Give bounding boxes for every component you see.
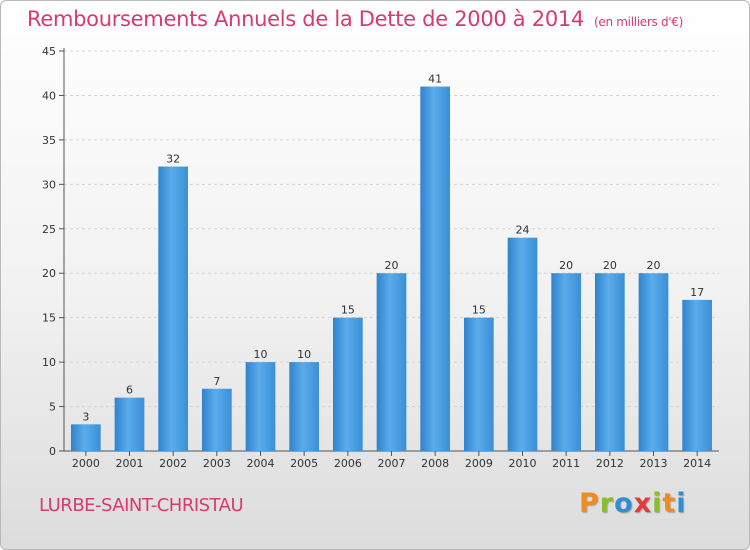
logo-letter: i	[676, 488, 687, 519]
data-label: 41	[428, 73, 442, 86]
x-tick-label: 2014	[683, 457, 711, 470]
bar	[682, 299, 713, 451]
data-label: 7	[213, 375, 220, 388]
data-label: 24	[516, 224, 530, 237]
data-labels: 3 6 32 7 10 10 15 20 41 15 24 20 20 20 17	[82, 73, 704, 424]
bar	[158, 166, 189, 452]
y-tick-label: 35	[42, 134, 56, 147]
x-tick-label: 2007	[378, 457, 406, 470]
chart-title: Remboursements Annuels de la Dette de 20…	[27, 7, 683, 31]
chart-title-text: Remboursements Annuels de la Dette de 20…	[27, 7, 584, 31]
x-tick-label: 2010	[509, 457, 537, 470]
chart-unit-label: (en milliers d'€)	[594, 15, 684, 29]
bar	[420, 86, 451, 452]
data-label: 20	[647, 259, 661, 272]
data-label: 15	[472, 304, 486, 317]
data-label: 17	[690, 286, 704, 299]
x-tick-label: 2011	[552, 457, 580, 470]
x-tick-label: 2005	[290, 457, 318, 470]
y-tick-label: 30	[42, 178, 56, 191]
y-tick-label: 5	[49, 401, 56, 414]
x-tick-label: 2004	[247, 457, 275, 470]
logo-letter: P	[579, 488, 600, 519]
data-label: 20	[385, 259, 399, 272]
bar	[594, 273, 625, 451]
logo-letter: i	[652, 488, 663, 519]
data-label: 15	[341, 304, 355, 317]
x-tick-label: 2013	[640, 457, 668, 470]
y-tick-label: 0	[49, 445, 56, 458]
x-tick-label: 2008	[421, 457, 449, 470]
data-label: 32	[166, 153, 180, 166]
bar	[507, 237, 538, 451]
bar	[332, 317, 363, 451]
data-label: 6	[126, 384, 133, 397]
logo-letter: o	[614, 488, 634, 519]
x-tick-label: 2003	[203, 457, 231, 470]
bar	[289, 362, 320, 451]
bar	[463, 317, 494, 451]
data-label: 20	[559, 259, 573, 272]
proxiti-logo[interactable]: Proxiti	[579, 488, 687, 519]
data-label: 3	[82, 410, 89, 423]
data-label: 20	[603, 259, 617, 272]
bar	[70, 424, 101, 451]
y-tick-label: 25	[42, 223, 56, 236]
x-tick-label: 2000	[72, 457, 100, 470]
x-tick-label: 2002	[159, 457, 187, 470]
x-tick-label: 2001	[116, 457, 144, 470]
logo-letter: x	[633, 488, 653, 519]
bar	[245, 362, 276, 451]
bar	[201, 388, 232, 451]
y-tick-labels: 0 5 10 15 20 25 30 35 40 45	[42, 45, 56, 458]
y-tick-label: 20	[42, 267, 56, 280]
y-tick-label: 40	[42, 89, 56, 102]
logo-letter: r	[599, 488, 615, 519]
y-tick-label: 10	[42, 356, 56, 369]
x-tick-label: 2012	[596, 457, 624, 470]
x-tick-labels: 2000 2001 2002 2003 2004 2005 2006 2007 2008 2009…	[72, 457, 711, 470]
bar	[551, 273, 582, 451]
logo-letter: t	[662, 488, 677, 519]
bar	[376, 273, 407, 451]
bar	[114, 397, 145, 451]
y-tick-label: 45	[42, 45, 56, 58]
data-label: 10	[254, 348, 268, 361]
bar	[638, 273, 669, 451]
y-tick-label: 15	[42, 312, 56, 325]
x-tick-label: 2006	[334, 457, 362, 470]
bars	[70, 86, 713, 452]
commune-name: LURBE-SAINT-CHRISTAU	[39, 495, 244, 516]
data-label: 10	[297, 348, 311, 361]
x-tick-label: 2009	[465, 457, 493, 470]
